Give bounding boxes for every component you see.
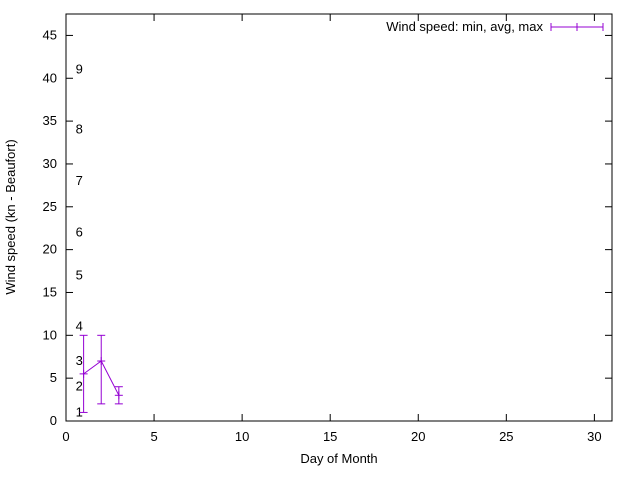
plot-border xyxy=(65,13,613,422)
beaufort-label: 1 xyxy=(76,404,83,419)
y-tick-label: 5 xyxy=(50,370,57,385)
x-tick-label: 20 xyxy=(411,429,425,444)
x-tick-label: 25 xyxy=(499,429,513,444)
beaufort-label: 4 xyxy=(76,319,83,334)
y-tick-label: 15 xyxy=(43,284,57,299)
legend-label: Wind speed: min, avg, max xyxy=(386,19,543,34)
x-axis-label: Day of Month xyxy=(300,451,377,466)
beaufort-label: 8 xyxy=(76,122,83,137)
y-tick-label: 30 xyxy=(43,156,57,171)
y-tick-label: 45 xyxy=(43,27,57,42)
x-tick-label: 15 xyxy=(323,429,337,444)
x-tick-label: 5 xyxy=(150,429,157,444)
y-axis-label: Wind speed (kn - Beaufort) xyxy=(3,139,18,294)
y-tick-label: 25 xyxy=(43,199,57,214)
beaufort-label: 9 xyxy=(76,62,83,77)
y-tick-label: 10 xyxy=(43,327,57,342)
y-tick-label: 0 xyxy=(50,413,57,428)
beaufort-label: 2 xyxy=(76,379,83,394)
beaufort-label: 6 xyxy=(76,224,83,239)
y-tick-label: 20 xyxy=(43,242,57,257)
beaufort-label: 7 xyxy=(76,173,83,188)
x-tick-label: 0 xyxy=(62,429,69,444)
beaufort-label: 5 xyxy=(76,267,83,282)
y-tick-label: 40 xyxy=(43,70,57,85)
x-tick-label: 10 xyxy=(235,429,249,444)
y-tick-label: 35 xyxy=(43,113,57,128)
x-tick-label: 30 xyxy=(587,429,601,444)
beaufort-label: 3 xyxy=(76,353,83,368)
